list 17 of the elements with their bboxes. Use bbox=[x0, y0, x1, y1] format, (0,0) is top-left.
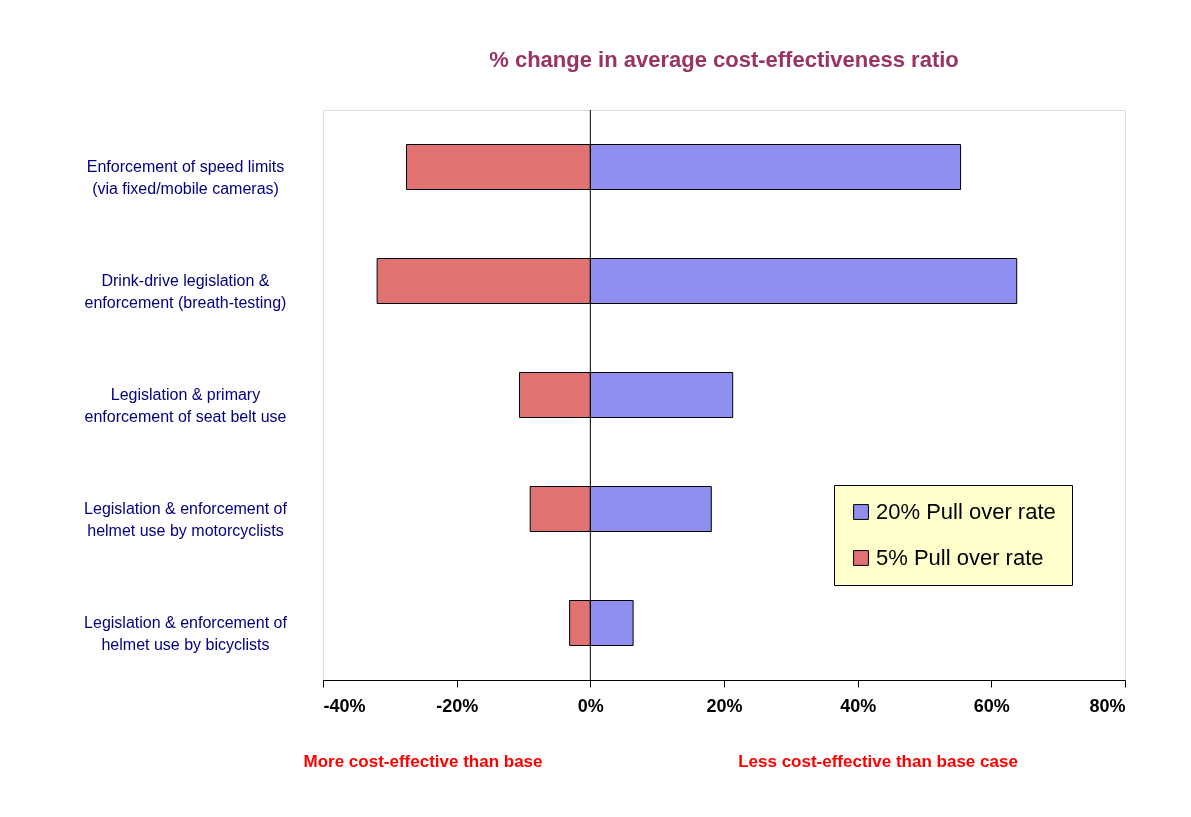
y-tick-label: Legislation & primary enforcement of seat belt use bbox=[84, 386, 287, 425]
x-tick-label: -20% bbox=[436, 695, 479, 716]
text: More cost-effective than base bbox=[303, 752, 543, 771]
text: Less cost-effective than base case bbox=[738, 752, 1018, 771]
y-tick-label: Legislation & enforcement of helmet use by motorcyclists bbox=[84, 500, 288, 539]
x-tick-label: 0% bbox=[577, 695, 604, 716]
legend-label: 5% Pull over rate bbox=[876, 545, 1044, 570]
x-tick-label: 80% bbox=[1089, 695, 1126, 716]
legend-label: 20% Pull over rate bbox=[876, 499, 1056, 524]
y-tick-label: Enforcement of speed limits (via fixed/mobile cameras) bbox=[86, 158, 285, 197]
x-tick-label: -40% bbox=[323, 695, 366, 716]
chart-title: % change in average cost-effectiveness ratio bbox=[489, 46, 959, 72]
x-tick-label: 20% bbox=[706, 695, 743, 716]
y-tick-label: Drink-drive legislation & enforcement (breath-testing) bbox=[84, 272, 287, 311]
y-tick-label: Legislation & enforcement of helmet use by bicyclists bbox=[84, 614, 288, 653]
x-tick-label: 40% bbox=[840, 695, 877, 716]
x-tick-label: 60% bbox=[973, 695, 1010, 716]
